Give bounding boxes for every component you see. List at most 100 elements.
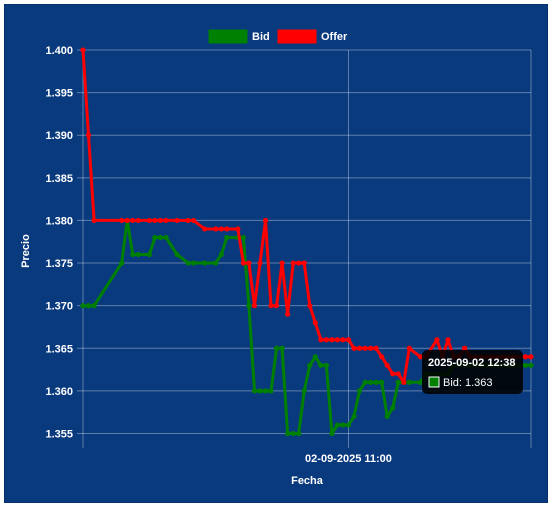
data-point-bid[interactable] bbox=[312, 354, 318, 360]
data-point-bid[interactable] bbox=[130, 251, 136, 258]
data-point-offer[interactable] bbox=[417, 354, 423, 360]
data-point-offer[interactable] bbox=[124, 217, 130, 224]
data-point-bid[interactable] bbox=[368, 379, 374, 385]
data-point-bid[interactable] bbox=[318, 362, 324, 368]
data-point-bid[interactable] bbox=[218, 251, 224, 258]
data-point-offer[interactable] bbox=[224, 226, 230, 232]
data-point-bid[interactable] bbox=[240, 234, 246, 241]
data-point-bid[interactable] bbox=[329, 430, 335, 437]
data-point-offer[interactable] bbox=[240, 260, 246, 266]
data-point-bid[interactable] bbox=[417, 379, 423, 385]
data-point-bid[interactable] bbox=[246, 303, 252, 309]
data-point-bid[interactable] bbox=[406, 379, 412, 385]
data-point-offer[interactable] bbox=[273, 303, 280, 309]
data-point-offer[interactable] bbox=[185, 217, 191, 224]
data-point-bid[interactable] bbox=[152, 234, 158, 241]
legend[interactable]: Bid Offer bbox=[208, 29, 348, 44]
data-point-bid[interactable] bbox=[362, 379, 368, 385]
data-point-bid[interactable] bbox=[279, 345, 285, 351]
data-point-bid[interactable] bbox=[273, 345, 280, 351]
data-point-offer[interactable] bbox=[202, 226, 208, 232]
data-point-bid[interactable] bbox=[163, 234, 169, 241]
data-point-bid[interactable] bbox=[379, 379, 385, 385]
data-point-bid[interactable] bbox=[340, 422, 346, 428]
data-point-offer[interactable] bbox=[85, 132, 92, 138]
data-point-bid[interactable] bbox=[323, 362, 329, 368]
data-point-offer[interactable] bbox=[213, 226, 219, 232]
data-point-bid[interactable] bbox=[185, 260, 191, 266]
data-point-offer[interactable] bbox=[329, 337, 335, 343]
data-point-bid[interactable] bbox=[528, 362, 534, 368]
data-point-offer[interactable] bbox=[340, 337, 346, 343]
data-point-bid[interactable] bbox=[301, 388, 307, 394]
data-point-bid[interactable] bbox=[334, 422, 341, 428]
data-point-offer[interactable] bbox=[251, 303, 258, 309]
data-point-offer[interactable] bbox=[351, 345, 357, 351]
data-point-bid[interactable] bbox=[213, 260, 219, 266]
data-point-offer[interactable] bbox=[390, 371, 396, 377]
data-point-offer[interactable] bbox=[91, 217, 97, 224]
data-point-offer[interactable] bbox=[152, 217, 158, 224]
data-point-offer[interactable] bbox=[395, 371, 401, 377]
data-point-offer[interactable] bbox=[268, 303, 274, 309]
data-point-bid[interactable] bbox=[257, 388, 263, 394]
data-point-bid[interactable] bbox=[522, 362, 529, 368]
data-point-bid[interactable] bbox=[202, 260, 208, 266]
data-point-offer[interactable] bbox=[163, 217, 169, 224]
data-point-offer[interactable] bbox=[312, 320, 318, 326]
data-point-bid[interactable] bbox=[356, 388, 363, 394]
data-point-offer[interactable] bbox=[174, 217, 180, 224]
data-point-offer[interactable] bbox=[334, 337, 341, 343]
data-point-bid[interactable] bbox=[174, 251, 180, 258]
data-point-offer[interactable] bbox=[191, 217, 197, 224]
legend-item-bid[interactable]: Bid bbox=[208, 29, 270, 44]
data-point-offer[interactable] bbox=[362, 345, 368, 351]
data-point-offer[interactable] bbox=[462, 345, 468, 351]
data-point-offer[interactable] bbox=[406, 345, 412, 351]
legend-item-offer[interactable]: Offer bbox=[277, 29, 348, 44]
data-point-bid[interactable] bbox=[251, 388, 258, 394]
data-point-offer[interactable] bbox=[218, 226, 224, 232]
data-point-offer[interactable] bbox=[301, 260, 307, 266]
data-point-offer[interactable] bbox=[522, 354, 529, 360]
data-point-offer[interactable] bbox=[307, 303, 313, 309]
data-point-bid[interactable] bbox=[345, 422, 352, 428]
data-point-offer[interactable] bbox=[235, 226, 241, 232]
data-point-offer[interactable] bbox=[345, 337, 352, 343]
data-point-bid[interactable] bbox=[285, 430, 291, 437]
data-point-bid[interactable] bbox=[290, 430, 296, 437]
data-point-offer[interactable] bbox=[318, 337, 324, 343]
data-point-offer[interactable] bbox=[135, 217, 141, 224]
data-point-offer[interactable] bbox=[119, 217, 125, 224]
data-point-bid[interactable] bbox=[80, 303, 86, 309]
data-point-offer[interactable] bbox=[285, 311, 291, 317]
data-point-bid[interactable] bbox=[146, 251, 152, 258]
data-point-bid[interactable] bbox=[191, 260, 197, 266]
data-point-bid[interactable] bbox=[395, 379, 401, 385]
data-point-bid[interactable] bbox=[119, 260, 125, 266]
data-point-offer[interactable] bbox=[379, 354, 385, 360]
data-point-bid[interactable] bbox=[91, 303, 97, 309]
data-point-bid[interactable] bbox=[307, 362, 313, 368]
data-point-offer[interactable] bbox=[290, 260, 296, 266]
data-point-offer[interactable] bbox=[434, 337, 440, 343]
data-point-bid[interactable] bbox=[268, 388, 274, 394]
data-point-offer[interactable] bbox=[146, 217, 152, 224]
data-point-offer[interactable] bbox=[80, 47, 86, 53]
data-point-offer[interactable] bbox=[401, 379, 407, 385]
data-point-bid[interactable] bbox=[373, 379, 379, 385]
data-point-bid[interactable] bbox=[262, 388, 269, 394]
data-point-offer[interactable] bbox=[246, 260, 252, 266]
data-point-offer[interactable] bbox=[368, 345, 374, 351]
data-point-bid[interactable] bbox=[157, 234, 164, 241]
data-point-bid[interactable] bbox=[384, 413, 390, 420]
data-point-bid[interactable] bbox=[224, 234, 230, 241]
data-point-offer[interactable] bbox=[373, 345, 379, 351]
data-point-offer[interactable] bbox=[356, 345, 363, 351]
data-point-offer[interactable] bbox=[130, 217, 136, 224]
data-point-bid[interactable] bbox=[296, 430, 302, 437]
data-point-bid[interactable] bbox=[135, 251, 141, 258]
data-point-bid[interactable] bbox=[85, 303, 92, 309]
data-point-offer[interactable] bbox=[257, 260, 263, 266]
data-point-offer[interactable] bbox=[296, 260, 302, 266]
